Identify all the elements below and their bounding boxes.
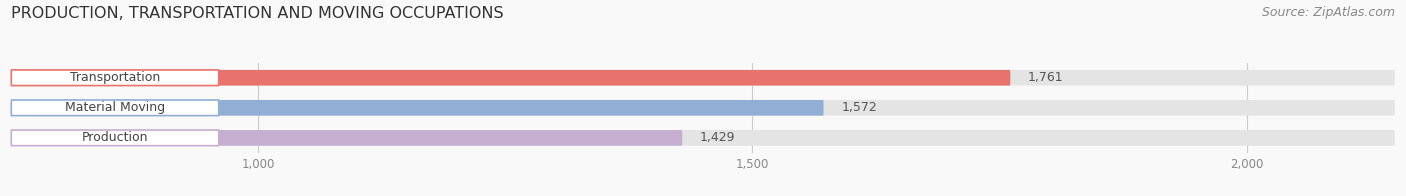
FancyBboxPatch shape <box>11 70 1395 86</box>
Text: 1,429: 1,429 <box>700 131 735 144</box>
FancyBboxPatch shape <box>11 70 1011 86</box>
Text: 1,761: 1,761 <box>1028 71 1064 84</box>
Text: Material Moving: Material Moving <box>65 101 165 114</box>
Text: Source: ZipAtlas.com: Source: ZipAtlas.com <box>1261 6 1395 19</box>
FancyBboxPatch shape <box>11 130 682 146</box>
FancyBboxPatch shape <box>11 130 219 146</box>
FancyBboxPatch shape <box>11 70 219 86</box>
FancyBboxPatch shape <box>11 100 1395 116</box>
Text: PRODUCTION, TRANSPORTATION AND MOVING OCCUPATIONS: PRODUCTION, TRANSPORTATION AND MOVING OC… <box>11 6 503 21</box>
Text: 1,572: 1,572 <box>841 101 877 114</box>
FancyBboxPatch shape <box>11 130 1395 146</box>
Text: Production: Production <box>82 131 148 144</box>
FancyBboxPatch shape <box>11 100 824 116</box>
Text: Transportation: Transportation <box>70 71 160 84</box>
FancyBboxPatch shape <box>11 100 219 116</box>
